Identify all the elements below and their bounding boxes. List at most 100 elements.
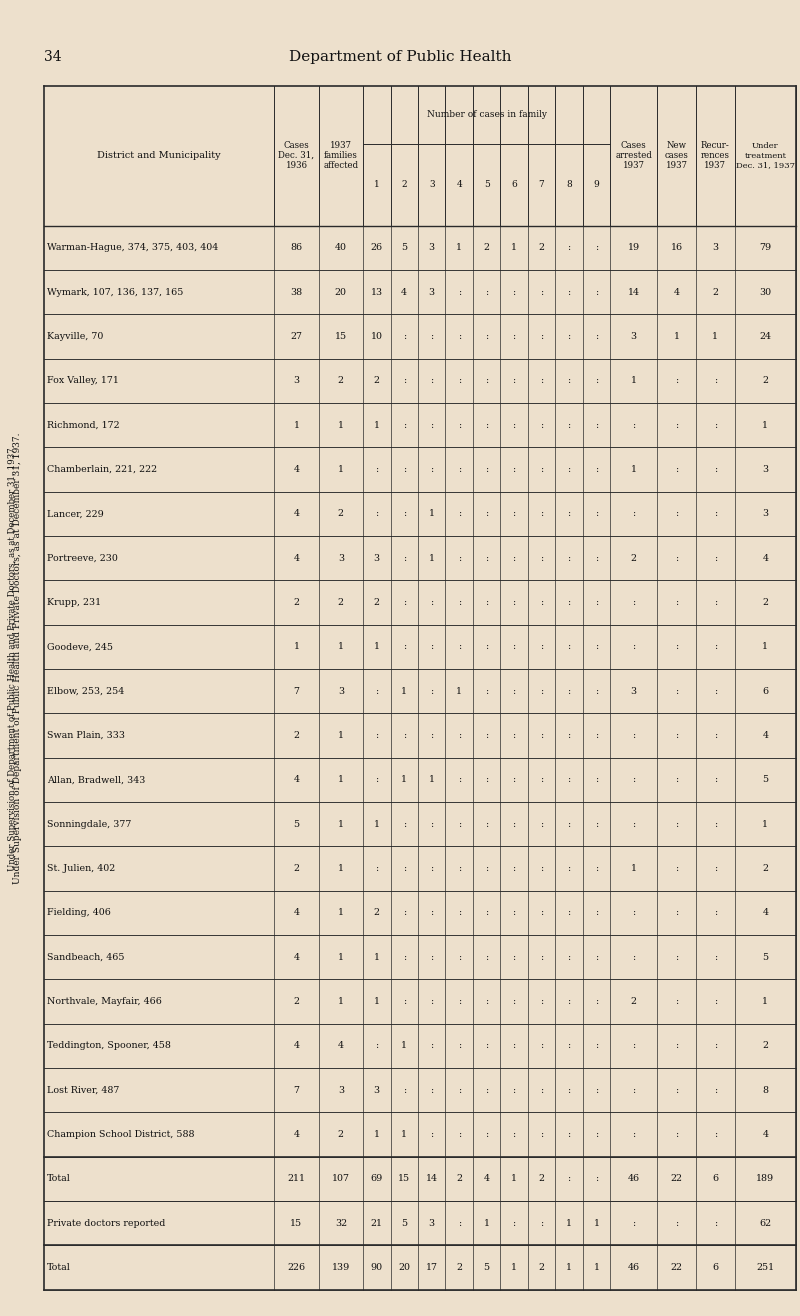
Text: 4: 4: [484, 1174, 490, 1183]
Text: 6: 6: [762, 687, 768, 696]
Text: 21: 21: [370, 1219, 382, 1228]
Text: 211: 211: [287, 1174, 306, 1183]
Text: :: :: [375, 465, 378, 474]
Text: 34: 34: [44, 50, 62, 64]
Text: :: :: [485, 687, 488, 696]
Text: :: :: [595, 998, 598, 1005]
Text: :: :: [675, 421, 678, 429]
Text: 5: 5: [294, 820, 299, 829]
Text: :: :: [430, 376, 434, 386]
Text: 1: 1: [429, 554, 434, 562]
Text: :: :: [513, 953, 516, 962]
Text: 46: 46: [627, 1263, 640, 1271]
Text: 3: 3: [630, 687, 637, 696]
Text: 6: 6: [712, 1263, 718, 1271]
Text: :: :: [513, 554, 516, 562]
Text: :: :: [458, 509, 461, 519]
Text: :: :: [458, 554, 461, 562]
Text: :: :: [375, 509, 378, 519]
Text: 4: 4: [294, 775, 299, 784]
Text: Lost River, 487: Lost River, 487: [47, 1086, 119, 1095]
Text: :: :: [402, 509, 406, 519]
Text: :: :: [567, 376, 570, 386]
Text: Private doctors reported: Private doctors reported: [47, 1219, 166, 1228]
Text: :: :: [595, 820, 598, 829]
Text: :: :: [567, 953, 570, 962]
Text: :: :: [458, 775, 461, 784]
Text: :: :: [513, 509, 516, 519]
Text: :: :: [402, 421, 406, 429]
Text: 8: 8: [566, 180, 572, 190]
Text: :: :: [675, 554, 678, 562]
Text: :: :: [402, 820, 406, 829]
Text: :: :: [567, 687, 570, 696]
Text: Total: Total: [47, 1174, 71, 1183]
Text: :: :: [485, 597, 488, 607]
Text: 4: 4: [294, 554, 299, 562]
Text: District and Municipality: District and Municipality: [98, 151, 221, 161]
Text: 1: 1: [402, 1130, 407, 1138]
Text: 1: 1: [294, 642, 299, 651]
Text: :: :: [714, 1041, 717, 1050]
Text: 17: 17: [426, 1263, 438, 1271]
Text: :: :: [513, 998, 516, 1005]
Text: 1: 1: [511, 1174, 517, 1183]
Text: :: :: [714, 820, 717, 829]
Text: :: :: [567, 465, 570, 474]
Text: 16: 16: [670, 243, 682, 253]
Text: 32: 32: [334, 1219, 347, 1228]
Text: 15: 15: [290, 1219, 302, 1228]
Text: :: :: [540, 1130, 543, 1138]
Text: :: :: [714, 730, 717, 740]
Text: 1: 1: [566, 1219, 572, 1228]
Text: 1: 1: [338, 863, 344, 873]
Text: :: :: [430, 953, 434, 962]
Text: 2: 2: [538, 1263, 545, 1271]
Text: :: :: [513, 597, 516, 607]
Text: 19: 19: [627, 243, 640, 253]
Text: 4: 4: [294, 1130, 299, 1138]
Text: 5: 5: [484, 180, 490, 190]
Text: :: :: [632, 509, 635, 519]
Text: :: :: [485, 1086, 488, 1095]
Text: 1: 1: [338, 730, 344, 740]
Text: :: :: [714, 1130, 717, 1138]
Text: 1: 1: [630, 863, 637, 873]
Text: :: :: [513, 775, 516, 784]
Text: :: :: [458, 1130, 461, 1138]
Text: 2: 2: [402, 180, 407, 190]
Text: :: :: [540, 554, 543, 562]
Text: 2: 2: [294, 730, 299, 740]
Text: :: :: [540, 332, 543, 341]
Text: :: :: [675, 730, 678, 740]
Text: :: :: [402, 730, 406, 740]
Text: :: :: [540, 1041, 543, 1050]
Text: :: :: [632, 953, 635, 962]
Text: Fox Valley, 171: Fox Valley, 171: [47, 376, 119, 386]
Text: :: :: [540, 376, 543, 386]
Text: :: :: [567, 243, 570, 253]
Text: :: :: [540, 998, 543, 1005]
Text: 1: 1: [402, 687, 407, 696]
Text: 3: 3: [712, 243, 718, 253]
Text: 2: 2: [374, 376, 380, 386]
Text: 1: 1: [374, 642, 380, 651]
Text: 5: 5: [762, 775, 768, 784]
Text: 4: 4: [294, 509, 299, 519]
Text: 26: 26: [370, 243, 383, 253]
Text: 1937
families
affected: 1937 families affected: [323, 141, 358, 171]
Text: :: :: [458, 332, 461, 341]
Text: :: :: [595, 421, 598, 429]
Text: :: :: [458, 998, 461, 1005]
Text: 7: 7: [538, 180, 545, 190]
Text: :: :: [402, 332, 406, 341]
Text: Goodeve, 245: Goodeve, 245: [47, 642, 113, 651]
Text: 2: 2: [338, 1130, 344, 1138]
Text: :: :: [675, 820, 678, 829]
Text: Chamberlain, 221, 222: Chamberlain, 221, 222: [47, 465, 157, 474]
Text: 3: 3: [338, 687, 344, 696]
Text: :: :: [632, 421, 635, 429]
Text: :: :: [402, 597, 406, 607]
Text: :: :: [513, 820, 516, 829]
Text: :: :: [430, 1041, 434, 1050]
